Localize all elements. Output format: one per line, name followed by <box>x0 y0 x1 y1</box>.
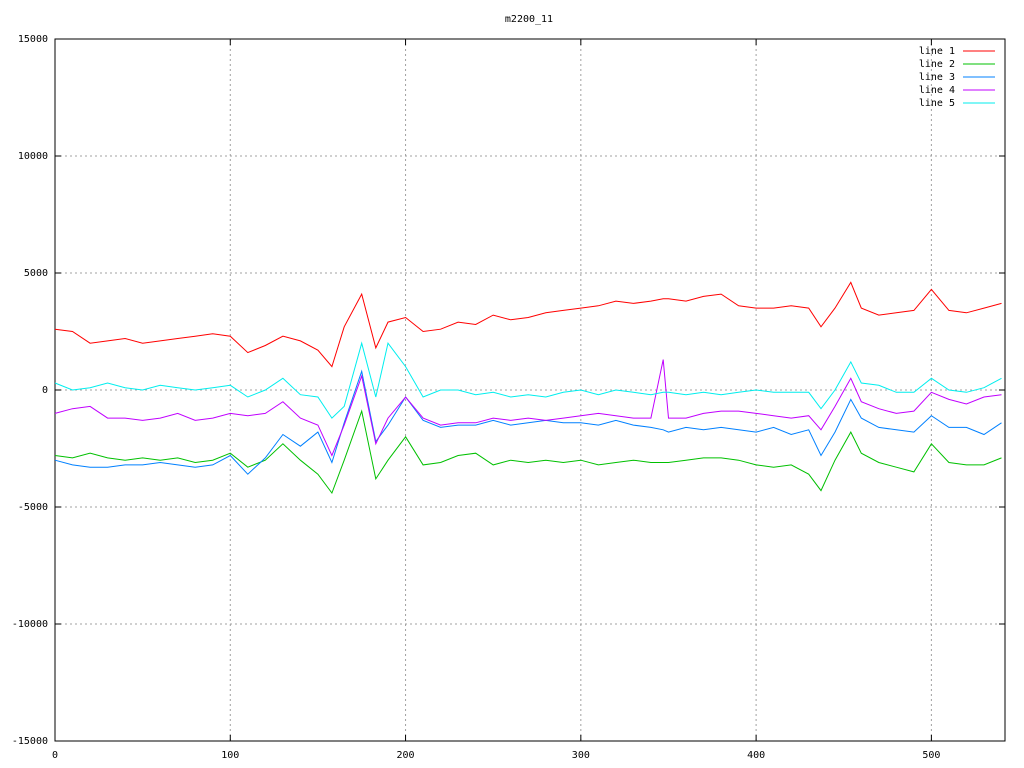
x-tick-label: 200 <box>397 750 415 761</box>
data-line <box>54 359 1002 457</box>
y-tick-label: 5000 <box>24 268 48 279</box>
y-tick-label: 0 <box>42 385 48 396</box>
data-line <box>54 341 1002 419</box>
legend-label: line 4 <box>919 85 955 96</box>
y-tick-label: -10000 <box>12 619 48 630</box>
y-tick-label: 15000 <box>18 34 48 45</box>
x-tick-label: 0 <box>52 750 58 761</box>
x-tick-label: 100 <box>221 750 239 761</box>
data-line <box>54 409 1002 495</box>
x-tick-label: 400 <box>747 750 765 761</box>
chart-title: m2200_11 <box>505 14 553 25</box>
legend-label: line 1 <box>919 46 955 57</box>
data-line <box>54 281 1002 368</box>
x-tick-label: 300 <box>572 750 590 761</box>
y-tick-label: -15000 <box>12 736 48 747</box>
legend-label: line 2 <box>919 59 955 70</box>
data-line <box>54 369 1002 475</box>
legend-label: line 3 <box>919 72 955 83</box>
legend-label: line 5 <box>919 98 955 109</box>
x-tick-label: 500 <box>922 750 940 761</box>
y-tick-label: 10000 <box>18 151 48 162</box>
y-tick-label: -5000 <box>18 502 48 513</box>
